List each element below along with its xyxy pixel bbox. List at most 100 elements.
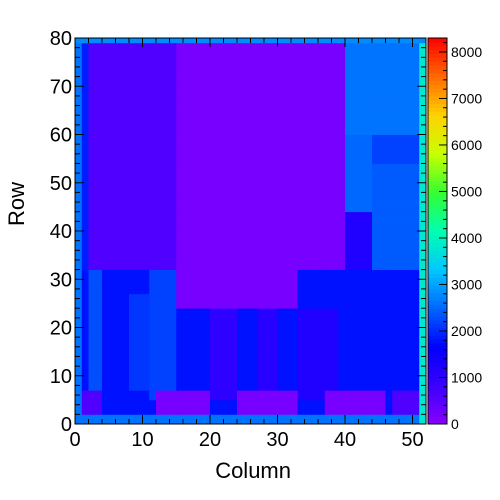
heatmap-cell <box>223 264 231 270</box>
heatmap-cell <box>338 380 346 386</box>
heatmap-cell <box>345 259 353 266</box>
heatmap-cell <box>338 158 346 164</box>
heatmap-cell <box>365 341 373 348</box>
heatmap-cell <box>189 134 197 140</box>
heatmap-cell <box>108 395 116 401</box>
heatmap-cell <box>129 66 137 73</box>
heatmap-cell <box>378 395 386 401</box>
heatmap-cell <box>169 303 177 309</box>
heatmap-cell <box>270 129 278 135</box>
heatmap-cell <box>243 317 251 324</box>
heatmap-cell <box>264 66 272 73</box>
heatmap-cell <box>318 414 326 420</box>
heatmap-cell <box>223 110 231 116</box>
heatmap-cell <box>81 226 89 232</box>
heatmap-cell <box>405 259 413 266</box>
heatmap-cell <box>210 202 218 208</box>
heatmap-cell <box>230 264 238 270</box>
heatmap-cell <box>102 153 110 160</box>
x-tick-label: 20 <box>199 429 221 451</box>
heatmap-cell <box>338 100 346 106</box>
heatmap-cell <box>399 211 407 217</box>
heatmap-cell <box>419 298 427 304</box>
colorbar-swatch <box>428 231 447 236</box>
heatmap-cell <box>311 47 319 53</box>
heatmap-cell <box>203 115 211 121</box>
heatmap-cell <box>277 399 285 406</box>
heatmap-cell <box>122 279 130 285</box>
heatmap-cell <box>270 361 278 367</box>
heatmap-cell <box>392 308 400 314</box>
heatmap-cell <box>135 385 143 391</box>
heatmap-cell <box>351 168 359 174</box>
heatmap-cell <box>203 148 211 155</box>
heatmap-cell <box>318 120 326 126</box>
heatmap-cell <box>284 216 292 222</box>
heatmap-cell <box>358 168 366 174</box>
heatmap-cell <box>169 255 177 261</box>
heatmap-cell <box>405 221 413 227</box>
heatmap-cell <box>345 57 353 63</box>
heatmap-cell <box>162 129 170 135</box>
heatmap-cell <box>324 139 332 145</box>
heatmap-cell <box>183 250 191 256</box>
heatmap-cell <box>203 380 211 386</box>
heatmap-cell <box>102 158 110 164</box>
heatmap-cell <box>129 414 137 420</box>
heatmap-cell <box>169 95 177 102</box>
heatmap-cell <box>88 168 96 174</box>
heatmap-cell <box>216 337 224 343</box>
heatmap-cell <box>297 134 305 140</box>
heatmap-cell <box>196 303 204 309</box>
heatmap-cell <box>142 57 150 63</box>
heatmap-cell <box>351 404 359 410</box>
heatmap-cell <box>318 269 326 275</box>
heatmap-cell <box>210 134 218 140</box>
colorbar-swatch <box>428 327 447 332</box>
heatmap-cell <box>358 182 366 188</box>
heatmap-cell <box>210 231 218 237</box>
heatmap-cell <box>196 419 204 425</box>
heatmap-cell <box>324 91 332 97</box>
heatmap-cell <box>102 226 110 232</box>
heatmap-cell <box>419 81 427 87</box>
heatmap-cell <box>102 139 110 145</box>
colorbar-swatch <box>428 169 447 174</box>
heatmap-cell <box>365 279 373 285</box>
heatmap-cell <box>405 134 413 140</box>
heatmap-cell <box>149 269 157 275</box>
heatmap-cell <box>243 366 251 372</box>
heatmap-cell <box>210 38 218 44</box>
heatmap-cell <box>351 144 359 150</box>
heatmap-cell <box>216 308 224 314</box>
heatmap-cell <box>412 231 420 237</box>
heatmap-cell <box>378 250 386 256</box>
colorbar-swatch <box>428 115 447 120</box>
heatmap-cell <box>297 317 305 324</box>
heatmap-cell <box>277 182 285 188</box>
heatmap-cell <box>392 211 400 217</box>
heatmap-cell <box>88 341 96 348</box>
heatmap-cell <box>297 293 305 299</box>
heatmap-cell <box>284 120 292 126</box>
heatmap-cell <box>203 158 211 164</box>
heatmap-cell <box>243 95 251 102</box>
heatmap-cell <box>189 404 197 410</box>
heatmap-cell <box>108 192 116 198</box>
heatmap-cell <box>237 144 245 150</box>
heatmap-cell <box>183 173 191 179</box>
heatmap-cell <box>237 153 245 160</box>
heatmap-cell <box>412 404 420 410</box>
heatmap-cell <box>183 279 191 285</box>
heatmap-cell <box>358 206 366 213</box>
heatmap-cell <box>324 356 332 362</box>
heatmap-cell <box>405 255 413 261</box>
heatmap-cell <box>210 351 218 357</box>
heatmap-cell <box>378 206 386 213</box>
heatmap-cell <box>338 250 346 256</box>
heatmap-cell <box>297 86 305 92</box>
heatmap-cell <box>284 380 292 386</box>
heatmap-cell <box>115 317 123 324</box>
heatmap-cell <box>399 255 407 261</box>
heatmap-cell <box>324 66 332 73</box>
